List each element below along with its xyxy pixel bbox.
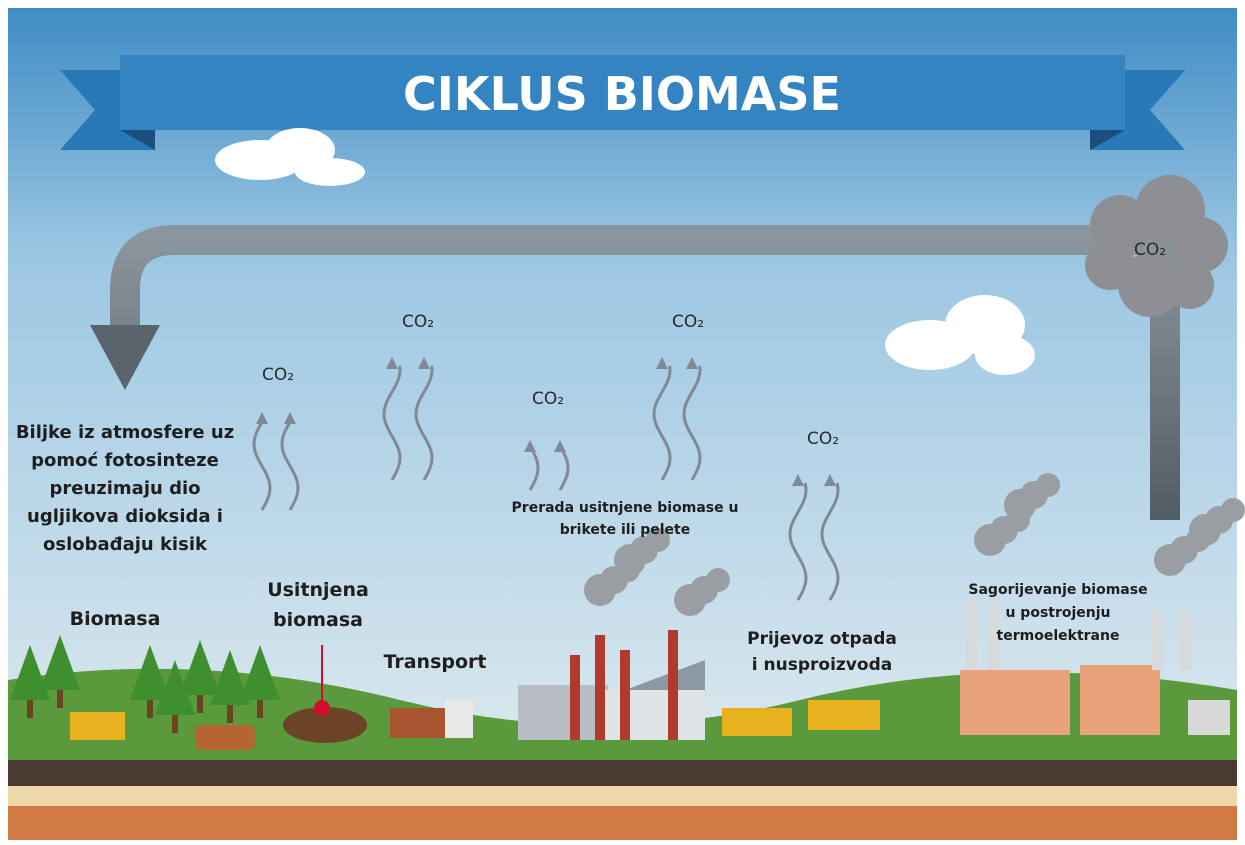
trunk <box>57 690 63 708</box>
title: CIKLUS BIOMASE <box>403 67 841 121</box>
stage-label: brikete ili pelete <box>560 522 690 538</box>
chimney <box>668 630 678 740</box>
stage-label: Prerada usitnjene biomase u <box>512 500 739 516</box>
stage-label: u postrojenju <box>1005 605 1110 621</box>
factory <box>518 685 608 740</box>
logs <box>195 725 255 750</box>
power-plant <box>960 670 1070 735</box>
dump-truck <box>722 708 792 736</box>
tractor <box>70 712 125 740</box>
stage-label: Prijevoz otpada <box>747 629 897 649</box>
pointer-dot <box>314 700 330 716</box>
co2-label: CO₂ <box>807 429 839 449</box>
co2-label: CO₂ <box>532 389 564 409</box>
smoke <box>706 568 730 592</box>
trunk <box>147 700 153 718</box>
stage-label: pomoć fotosinteze <box>31 450 219 471</box>
chimney <box>1180 610 1192 670</box>
chimney <box>1152 610 1164 670</box>
stage-label: biomasa <box>273 609 363 631</box>
chimney <box>620 650 630 740</box>
power-plant <box>1080 665 1160 735</box>
chimney <box>570 655 580 740</box>
trunk <box>257 700 263 718</box>
co2-label: CO₂ <box>402 312 434 332</box>
stage-label: Sagorijevanje biomase <box>968 582 1147 598</box>
trunk <box>197 695 203 713</box>
chimney <box>965 600 977 670</box>
stage-label: i nusproizvoda <box>752 655 892 675</box>
stage-label: Biomasa <box>70 608 161 630</box>
truck-cab <box>445 700 473 738</box>
trunk <box>172 715 178 733</box>
trunk <box>27 700 33 718</box>
stage-label: ugljikova dioksida i <box>27 506 223 527</box>
factory <box>595 690 705 740</box>
smoke <box>1221 498 1245 522</box>
stage-label: termoelektrane <box>997 628 1120 644</box>
stage-label: oslobađaju kisik <box>43 534 208 555</box>
stage-label: Biljke iz atmosfere uz <box>16 422 234 443</box>
co2-label: CO₂ <box>672 312 704 332</box>
co2-label: CO₂ <box>262 365 294 385</box>
dump-truck <box>808 700 880 730</box>
stage-label: Transport <box>383 651 486 673</box>
stage-label: Usitnjena <box>267 579 369 601</box>
garage <box>1188 700 1230 735</box>
stage-label: preuzimaju dio <box>49 478 200 499</box>
co2-label: CO₂ <box>1134 240 1166 260</box>
chimney <box>595 635 605 740</box>
trunk <box>227 705 233 723</box>
truck-load <box>390 708 445 738</box>
infographic: CIKLUS BIOMASE CO₂ CO₂ CO₂ CO₂ CO₂ CO₂ Biljke … <box>0 0 1245 845</box>
smoke <box>1036 473 1060 497</box>
